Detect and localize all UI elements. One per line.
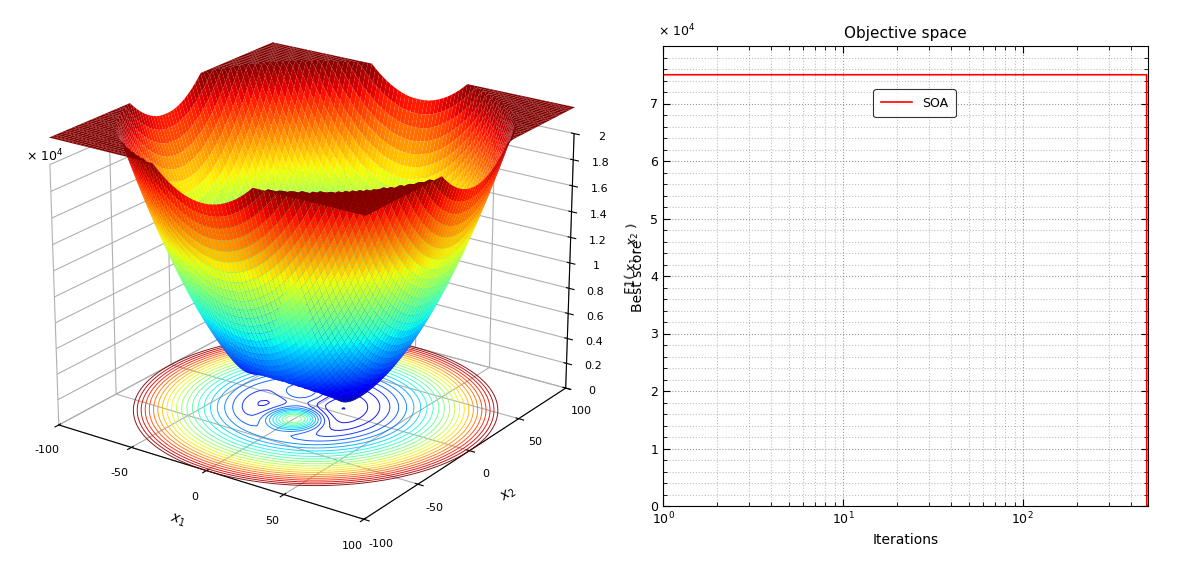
SOA <box>912 71 926 78</box>
X-axis label: Iterations: Iterations <box>873 533 939 547</box>
Legend: SOA: SOA <box>873 89 955 117</box>
SOA <box>1140 503 1154 509</box>
Title: Objective space: Objective space <box>844 26 967 41</box>
SOA <box>1139 71 1153 78</box>
Y-axis label: Best score: Best score <box>631 240 644 312</box>
SOA <box>1122 71 1137 78</box>
SOA <box>1086 71 1100 78</box>
Text: $\times\ 10^4$: $\times\ 10^4$ <box>658 23 696 40</box>
Line: SOA: SOA <box>663 75 1148 506</box>
SOA <box>1081 71 1095 78</box>
SOA <box>1141 503 1156 509</box>
Text: $\times\ 10^4$: $\times\ 10^4$ <box>26 147 64 164</box>
X-axis label: $x_1$: $x_1$ <box>168 511 188 530</box>
SOA <box>656 71 670 78</box>
SOA <box>1139 71 1153 78</box>
Y-axis label: $x_2$: $x_2$ <box>498 484 520 505</box>
